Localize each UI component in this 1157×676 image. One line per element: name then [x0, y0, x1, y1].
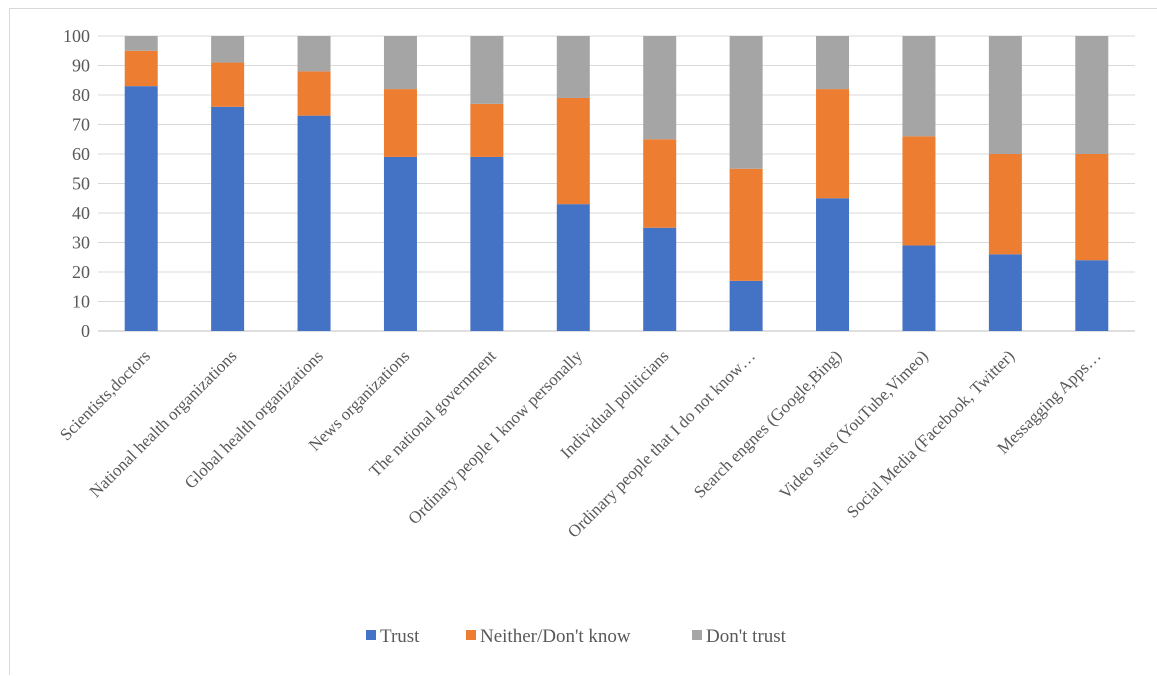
- bar-segment: [643, 227, 677, 331]
- bar-segment: [470, 36, 504, 104]
- y-tick-label: 30: [72, 233, 90, 253]
- category-label: Ordinary people that I do not know…: [564, 346, 759, 541]
- bar-segment: [729, 36, 763, 169]
- bar-segment: [556, 97, 590, 205]
- category-label: Scientists,doctors: [56, 346, 154, 444]
- bar-segment: [902, 136, 936, 246]
- category-label: Search engnes (Google,Bing): [690, 346, 845, 501]
- bar-segment: [643, 36, 677, 140]
- legend-label: Neither/Don't know: [480, 626, 631, 647]
- bar-segment: [902, 245, 936, 331]
- y-tick-label: 100: [63, 26, 90, 46]
- bar-segment: [470, 103, 504, 157]
- bar-segment: [1075, 36, 1109, 154]
- bar-segment: [902, 36, 936, 137]
- legend-swatch: [466, 630, 476, 640]
- chart-frame: 0 10 20 30 40 50 60 70 80 90 100 Scientists,doctor…: [9, 8, 1157, 675]
- gridlines: [98, 35, 1135, 332]
- y-tick-label: 20: [72, 262, 90, 282]
- bar-segment: [988, 36, 1022, 154]
- bar-segment: [383, 156, 417, 331]
- bar-segment: [297, 115, 331, 332]
- category-label: Video sites (YouTube,Vimeo): [776, 346, 932, 502]
- bar-segment: [383, 89, 417, 157]
- legend: Trust Neither/Don't know Don't trust: [366, 626, 787, 647]
- bars: [124, 36, 1109, 332]
- bar-segment: [643, 139, 677, 228]
- bar-segment: [988, 254, 1022, 331]
- stacked-bar-chart: 0 10 20 30 40 50 60 70 80 90 100 Scientists,doctor…: [56, 26, 1135, 647]
- bar-segment: [988, 154, 1022, 255]
- bar-segment: [470, 156, 504, 331]
- legend-label: Trust: [380, 626, 420, 647]
- bar-segment: [124, 86, 158, 332]
- legend-swatch: [366, 630, 376, 640]
- bar-segment: [297, 36, 331, 72]
- y-tick-label: 10: [72, 292, 90, 312]
- bar-segment: [729, 280, 763, 331]
- legend-label: Don't trust: [706, 626, 787, 647]
- bar-segment: [211, 62, 245, 107]
- category-label: Global health organizations: [181, 346, 327, 492]
- y-tick-label: 0: [81, 321, 90, 341]
- bar-segment: [556, 36, 590, 98]
- bar-segment: [816, 89, 850, 199]
- legend-swatch: [692, 630, 702, 640]
- bar-segment: [729, 168, 763, 281]
- bar-segment: [816, 36, 850, 90]
- y-tick-label: 50: [72, 174, 90, 194]
- bar-segment: [1075, 154, 1109, 261]
- y-tick-label: 90: [72, 56, 90, 76]
- bar-segment: [211, 106, 245, 331]
- bar-segment: [297, 71, 331, 116]
- category-label: Ordinary people I know personally: [404, 346, 586, 528]
- bar-segment: [816, 198, 850, 331]
- bar-segment: [211, 36, 245, 63]
- category-label: National health organizations: [86, 346, 241, 501]
- y-axis-ticks: 0 10 20 30 40 50 60 70 80 90 100: [63, 26, 90, 341]
- y-tick-label: 80: [72, 85, 90, 105]
- y-tick-label: 40: [72, 203, 90, 223]
- y-tick-label: 60: [72, 144, 90, 164]
- bar-segment: [124, 36, 158, 51]
- category-label: Social Media (Facebook, Twitter): [843, 346, 1018, 521]
- bar-segment: [1075, 260, 1109, 331]
- bar-segment: [124, 50, 158, 87]
- y-tick-label: 70: [72, 115, 90, 135]
- bar-segment: [556, 204, 590, 331]
- bar-segment: [383, 36, 417, 90]
